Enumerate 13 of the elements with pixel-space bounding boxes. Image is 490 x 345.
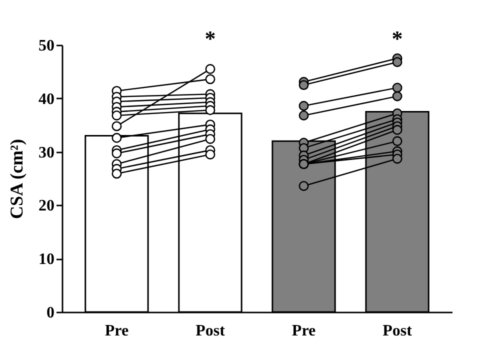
y-tick-label: 50: [38, 38, 54, 54]
x-tick-label: Post: [382, 322, 413, 340]
x-tick-label: Pre: [292, 322, 316, 340]
y-tick-label: 40: [38, 90, 54, 108]
y-tick-label: 0: [46, 304, 54, 322]
annotation: *: [392, 26, 403, 51]
y-tick-label: 30: [38, 144, 54, 162]
x-tick-label: Post: [196, 322, 226, 340]
y-axis-title: CSA (cm²): [6, 139, 26, 219]
annotation: *: [204, 26, 216, 51]
y-tick-label: 10: [38, 251, 54, 268]
x-tick-label: Pre: [104, 322, 129, 340]
y-tick-label: 20: [38, 198, 54, 215]
